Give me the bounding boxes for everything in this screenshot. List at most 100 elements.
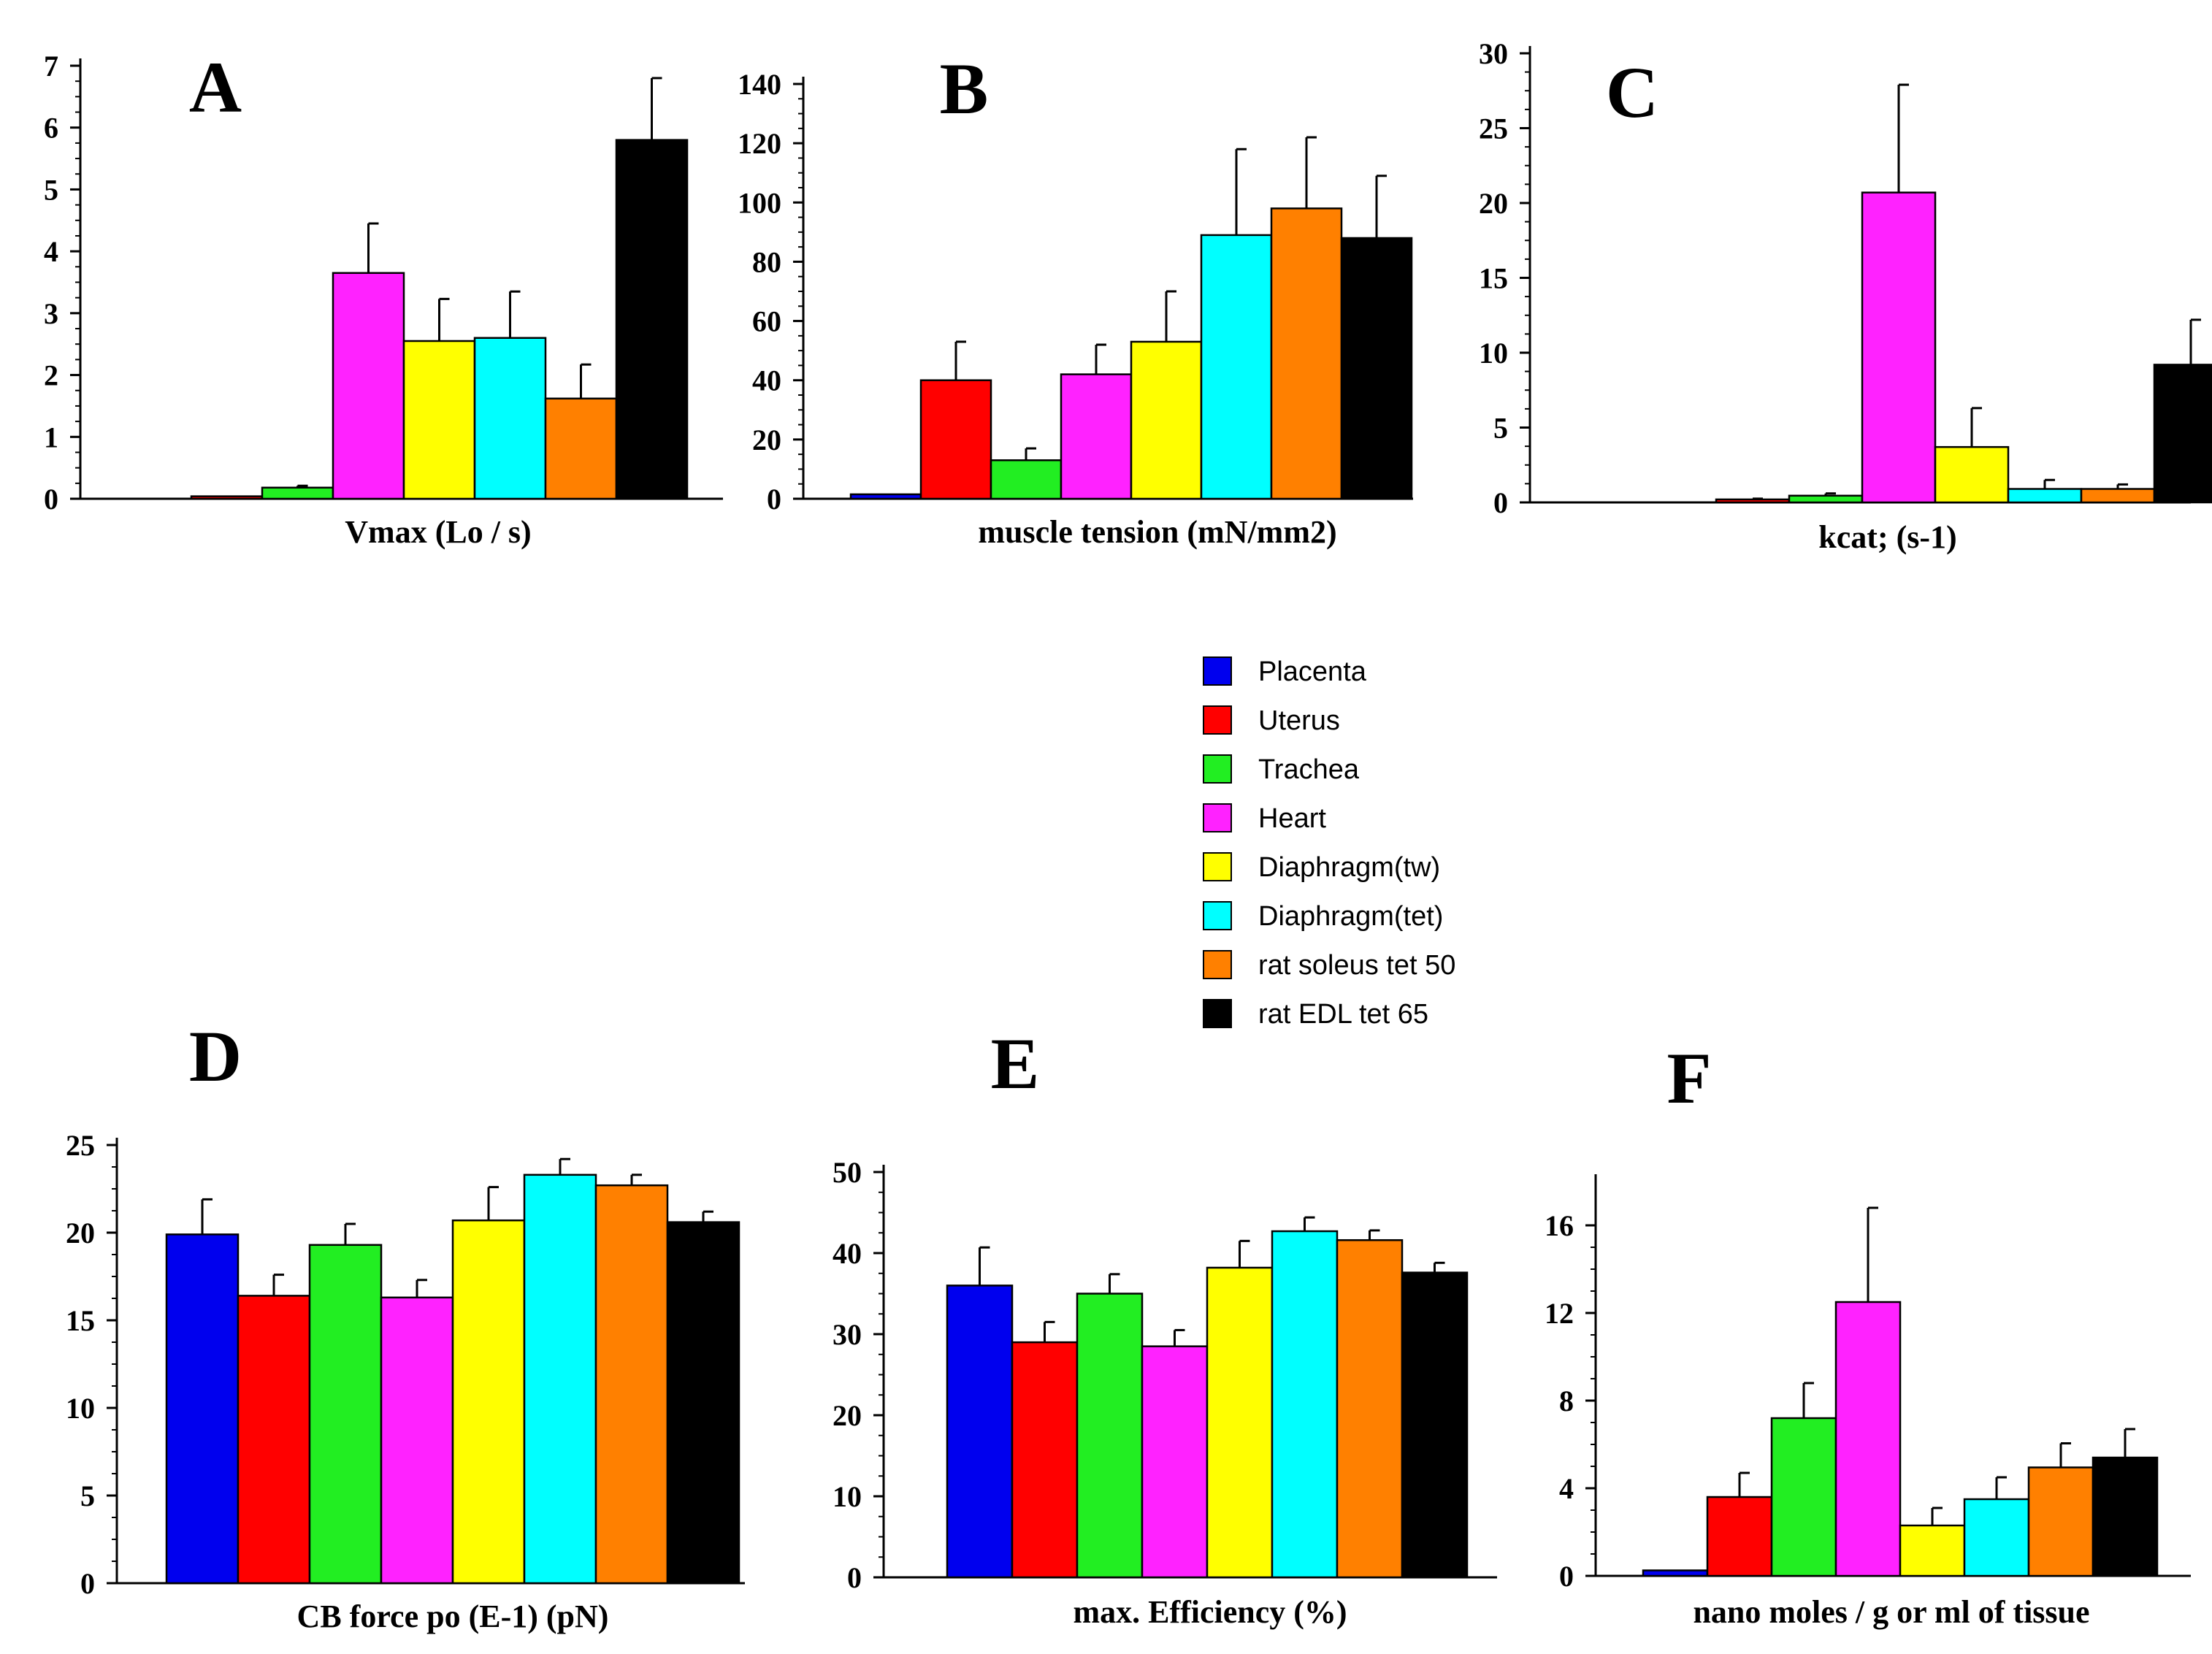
panel-letter: F — [1666, 1038, 1711, 1119]
bar-heart — [1060, 373, 1133, 500]
y-tick-label: 10 — [833, 1480, 862, 1513]
y-tick-label: 40 — [833, 1237, 862, 1270]
bar-rat-edl-tet-65 — [666, 1221, 740, 1585]
y-tick-label: 0 — [767, 483, 781, 516]
y-tick-label: 60 — [752, 305, 781, 338]
bar-trachea — [990, 459, 1063, 500]
y-tick-label: 10 — [1479, 337, 1508, 370]
chart-panel-e: E 0 10 20 30 40 50 max. Efficiency (%) — [833, 1023, 1497, 1630]
legend-swatch — [1203, 754, 1232, 784]
y-tick-label: 0 — [44, 483, 58, 516]
bar-rat-edl-tet-65 — [1340, 237, 1413, 500]
bar-uterus — [1715, 498, 1791, 504]
legend: Placenta Uterus Trachea Heart Diaphragm(tw) D… — [1203, 656, 1455, 1030]
bar-heart — [332, 272, 405, 500]
y-tick-label: 20 — [1479, 187, 1508, 220]
bar-diaphragm-tw- — [1130, 340, 1203, 500]
y-tick-label: 10 — [66, 1392, 95, 1425]
y-tick-label: 20 — [66, 1217, 95, 1249]
bar-diaphragm-tw- — [402, 340, 476, 500]
bar-trachea — [1770, 1417, 1837, 1577]
bar-trachea — [1076, 1293, 1144, 1579]
bar-rat-soleus-tet-50 — [2080, 488, 2156, 504]
legend-label: rat EDL tet 65 — [1258, 999, 1428, 1030]
bar-placenta — [165, 1233, 240, 1585]
bar-placenta — [849, 493, 922, 500]
y-tick-label: 20 — [833, 1399, 862, 1432]
y-tick-label: 1 — [44, 421, 58, 453]
y-tick-label: 0 — [1559, 1560, 1574, 1593]
y-tick-label: 140 — [738, 68, 781, 101]
bar-heart — [380, 1296, 454, 1585]
bar-rat-edl-tet-65 — [1401, 1271, 1469, 1579]
bar-rat-edl-tet-65 — [2092, 1456, 2159, 1577]
y-tick-label: 15 — [1479, 262, 1508, 295]
legend-label: Diaphragm(tet) — [1258, 901, 1443, 932]
y-tick-label: 40 — [752, 364, 781, 397]
legend-label: Trachea — [1258, 754, 1360, 785]
y-tick-label: 2 — [44, 359, 58, 392]
bar-placenta — [1642, 1569, 1709, 1577]
y-tick-label: 15 — [66, 1304, 95, 1337]
y-tick-label: 30 — [833, 1318, 862, 1351]
bar-diaphragm-tet- — [2007, 488, 2083, 504]
y-tick-label: 5 — [44, 173, 58, 206]
legend-label: Uterus — [1258, 705, 1340, 736]
bar-diaphragm-tet- — [1271, 1230, 1339, 1579]
y-tick-label: 0 — [847, 1561, 862, 1594]
y-tick-label: 50 — [833, 1156, 862, 1189]
x-axis-label: kcat; (s-1) — [1818, 519, 1956, 555]
y-tick-label: 7 — [44, 50, 58, 83]
y-tick-label: 6 — [44, 112, 58, 145]
y-tick-label: 80 — [752, 245, 781, 278]
bar-diaphragm-tet- — [473, 337, 547, 500]
bar-trachea — [1788, 494, 1864, 504]
legend-swatch — [1203, 656, 1232, 686]
bar-diaphragm-tet- — [1963, 1498, 2030, 1577]
bar-rat-edl-tet-65 — [615, 139, 689, 500]
x-axis-label: CB force po (E-1) (pN) — [297, 1599, 609, 1634]
legend-label: Heart — [1258, 803, 1326, 834]
legend-label: Placenta — [1258, 656, 1367, 687]
bar-uterus — [1011, 1341, 1079, 1579]
bar-rat-edl-tet-65 — [2153, 364, 2212, 504]
bar-uterus — [1706, 1496, 1773, 1577]
legend-label: Diaphragm(tw) — [1258, 852, 1440, 883]
bar-heart — [1141, 1345, 1209, 1579]
panel-letter: D — [189, 1016, 242, 1097]
y-tick-label: 5 — [1493, 412, 1508, 445]
legend-swatch — [1203, 803, 1232, 832]
legend-swatch — [1203, 705, 1232, 735]
y-tick-label: 0 — [1493, 486, 1508, 519]
x-axis-label: nano moles / g or ml of tissue — [1693, 1594, 2089, 1630]
bar-rat-soleus-tet-50 — [544, 397, 618, 500]
panel-letter: B — [940, 48, 989, 129]
bar-rat-soleus-tet-50 — [1270, 207, 1343, 500]
bar-heart — [1861, 191, 1937, 504]
bar-diaphragm-tw- — [1934, 445, 2010, 504]
y-tick-label: 3 — [44, 297, 58, 330]
bar-placenta — [946, 1284, 1014, 1579]
panel-letter: E — [991, 1023, 1040, 1104]
bar-uterus — [919, 379, 992, 500]
legend-swatch — [1203, 950, 1232, 979]
y-tick-label: 30 — [1479, 37, 1508, 70]
bar-trachea — [261, 486, 334, 500]
panel-letter: A — [189, 47, 242, 128]
bar-diaphragm-tw- — [1206, 1266, 1274, 1579]
y-tick-label: 20 — [752, 424, 781, 456]
bar-diaphragm-tw- — [1899, 1524, 1966, 1577]
bar-trachea — [308, 1244, 383, 1585]
chart-panel-b: B 0 20 40 60 80 100 120 140 muscle tension (mN/mm… — [738, 48, 1413, 550]
chart-panel-c: C 0 5 10 15 20 25 30 kcat; (s-1) — [1479, 37, 2212, 555]
y-tick-label: 4 — [44, 235, 58, 268]
bar-diaphragm-tet- — [1200, 234, 1273, 500]
x-axis-label: Vmax (Lo / s) — [345, 514, 531, 550]
bar-heart — [1834, 1301, 1902, 1577]
y-tick-label: 12 — [1545, 1297, 1574, 1330]
x-axis-label: max. Efficiency (%) — [1073, 1594, 1347, 1630]
legend-swatch — [1203, 901, 1232, 930]
y-tick-label: 8 — [1559, 1385, 1574, 1417]
